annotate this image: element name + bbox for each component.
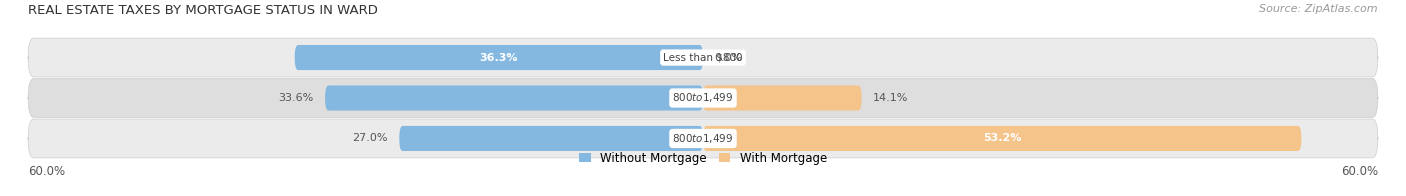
- Text: Less than $800: Less than $800: [664, 53, 742, 63]
- Text: $800 to $1,499: $800 to $1,499: [672, 92, 734, 104]
- Text: 53.2%: 53.2%: [983, 133, 1021, 143]
- FancyBboxPatch shape: [703, 126, 1302, 151]
- Text: 60.0%: 60.0%: [1341, 165, 1378, 178]
- Text: Source: ZipAtlas.com: Source: ZipAtlas.com: [1260, 4, 1378, 14]
- FancyBboxPatch shape: [399, 126, 703, 151]
- FancyBboxPatch shape: [28, 119, 1378, 158]
- FancyBboxPatch shape: [295, 45, 703, 70]
- Text: REAL ESTATE TAXES BY MORTGAGE STATUS IN WARD: REAL ESTATE TAXES BY MORTGAGE STATUS IN …: [28, 4, 378, 17]
- FancyBboxPatch shape: [325, 85, 703, 111]
- Text: 60.0%: 60.0%: [28, 165, 65, 178]
- Text: $800 to $1,499: $800 to $1,499: [672, 132, 734, 145]
- FancyBboxPatch shape: [28, 79, 1378, 117]
- Legend: Without Mortgage, With Mortgage: Without Mortgage, With Mortgage: [579, 152, 827, 165]
- Text: 14.1%: 14.1%: [873, 93, 908, 103]
- Text: 33.6%: 33.6%: [278, 93, 314, 103]
- Text: 36.3%: 36.3%: [479, 53, 517, 63]
- Text: 0.0%: 0.0%: [714, 53, 742, 63]
- FancyBboxPatch shape: [28, 38, 1378, 77]
- FancyBboxPatch shape: [703, 85, 862, 111]
- Text: 27.0%: 27.0%: [353, 133, 388, 143]
